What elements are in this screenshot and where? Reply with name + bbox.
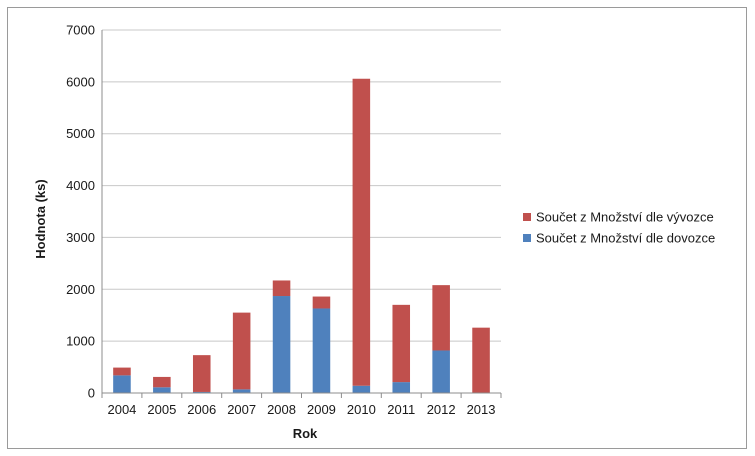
bar-segment-vyvozce <box>392 304 411 383</box>
bar-segment-vyvozce <box>192 355 211 392</box>
x-tick-label: 2011 <box>387 402 415 417</box>
y-tick-label: 7000 <box>66 23 95 38</box>
y-tick-labels: 0 1000 2000 3000 4000 5000 6000 7000 <box>66 23 95 401</box>
y-tick-label: 1000 <box>66 334 95 349</box>
x-tick-label: 2012 <box>427 402 456 417</box>
legend-label: Součet z Množství dle dovozce <box>536 231 715 246</box>
x-tick-label: 2004 <box>107 402 136 417</box>
y-tick-label: 0 <box>88 386 95 401</box>
y-tick-label: 5000 <box>66 126 95 141</box>
bar-segment-vyvozce <box>113 367 131 376</box>
x-tick-label: 2013 <box>467 402 496 417</box>
chart-frame: 0 1000 2000 3000 4000 5000 6000 7000 2004 2005 20… <box>7 7 747 449</box>
x-axis-title: Rok <box>293 426 318 441</box>
bar-segment-dovozce <box>153 387 171 393</box>
bar-segment-dovozce <box>272 296 291 393</box>
bar-segment-dovozce <box>432 350 450 393</box>
x-tick-label: 2010 <box>347 402 376 417</box>
bar-segment-vyvozce <box>272 280 291 297</box>
x-tick-labels: 2004 2005 2006 2007 2008 2009 2010 2011 2012 2013 <box>107 402 495 417</box>
bar-segment-dovozce <box>232 389 251 393</box>
gridlines <box>102 29 501 342</box>
bar-segment-vyvozce <box>153 376 171 388</box>
legend-swatch <box>523 234 531 242</box>
bar-segment-dovozce <box>192 391 211 393</box>
bar-segment-dovozce <box>352 385 371 393</box>
legend-label: Součet z Množství dle vývozce <box>536 210 714 225</box>
x-tick-label: 2006 <box>187 402 216 417</box>
bar-segment-vyvozce <box>432 285 450 351</box>
bar-segment-vyvozce <box>352 78 371 386</box>
bars <box>113 78 490 393</box>
bar-segment-vyvozce <box>312 296 331 309</box>
x-tick-label: 2008 <box>267 402 296 417</box>
bar-segment-dovozce <box>312 308 331 393</box>
y-tick-label: 2000 <box>66 282 95 297</box>
x-tick-label: 2005 <box>147 402 176 417</box>
bar-segment-vyvozce <box>232 312 251 390</box>
y-axis-title: Hodnota (ks) <box>33 179 48 258</box>
y-tick-label: 3000 <box>66 230 95 245</box>
legend-swatch <box>523 213 531 221</box>
y-tick-label: 4000 <box>66 178 95 193</box>
legend: Součet z Množství dle vývozce Součet z Mn… <box>523 210 715 246</box>
y-tick-label: 6000 <box>66 74 95 89</box>
x-tick-label: 2007 <box>227 402 256 417</box>
bar-segment-dovozce <box>392 382 411 393</box>
bar-segment-dovozce <box>113 375 131 393</box>
bar-segment-vyvozce <box>472 327 490 393</box>
axes <box>101 30 502 398</box>
x-tick-label: 2009 <box>307 402 336 417</box>
